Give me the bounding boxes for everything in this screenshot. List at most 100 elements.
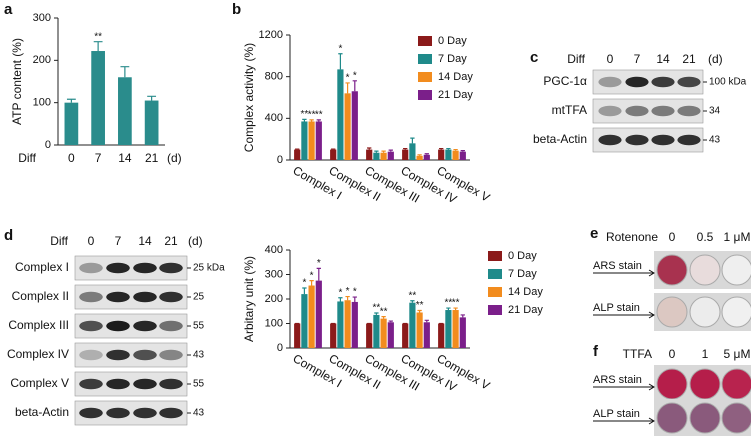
blot-band — [651, 105, 675, 117]
error-bar — [93, 41, 103, 52]
y-tick-label: 0 — [277, 154, 283, 166]
blot-band — [133, 349, 157, 361]
bar — [373, 314, 380, 348]
well — [689, 254, 721, 286]
blot-header: Diff — [50, 234, 68, 248]
blot-row-label: PGC-1α — [543, 74, 587, 88]
bar — [387, 322, 394, 348]
error-bar — [374, 150, 379, 153]
legend-swatch — [488, 305, 502, 315]
error-bar — [381, 150, 386, 153]
blot-band — [133, 378, 157, 390]
blot-header: 14 — [656, 52, 670, 66]
y-tick-label: 400 — [265, 112, 283, 124]
x-axis-unit: (d) — [167, 151, 182, 165]
well — [689, 296, 721, 328]
blot-header: (d) — [708, 52, 723, 66]
stain-header: Rotenone — [606, 230, 658, 244]
blot-row-label: Complex V — [10, 376, 69, 390]
panel-label: f — [593, 343, 599, 360]
y-tick-label: 100 — [265, 317, 283, 329]
error-bar — [453, 148, 458, 151]
error-bar — [309, 119, 314, 122]
significance: ** — [315, 110, 323, 121]
stain-header: 1 — [702, 347, 709, 361]
legend-swatch — [488, 251, 502, 261]
significance: ** — [301, 109, 309, 120]
error-bar — [352, 80, 357, 92]
significance: * — [338, 287, 342, 298]
significance: * — [317, 258, 321, 269]
error-bar — [446, 307, 451, 311]
y-tick-label: 0 — [277, 342, 283, 354]
y-tick-label: 0 — [45, 139, 51, 151]
error-bar — [439, 147, 444, 150]
y-tick-label: 300 — [265, 268, 283, 280]
bar — [337, 69, 344, 160]
error-bar — [338, 297, 343, 302]
y-tick-label: 100 — [33, 97, 51, 109]
bar — [64, 102, 79, 145]
well — [721, 296, 751, 328]
blot-marker: 43 — [193, 408, 205, 419]
bar — [438, 149, 445, 160]
legend-label: 7 Day — [508, 268, 537, 280]
blot-band — [133, 262, 157, 274]
blot-band — [106, 320, 130, 332]
error-bar — [352, 296, 357, 302]
bar — [330, 323, 337, 348]
arrow — [593, 269, 655, 277]
x-tick-label: 7 — [95, 151, 102, 165]
bar — [409, 302, 416, 348]
blot-band — [677, 134, 701, 146]
error-bar — [66, 98, 76, 103]
legend-label: 21 Day — [438, 89, 473, 101]
stain-header: TTFA — [623, 347, 652, 361]
bar — [118, 77, 132, 145]
bar — [344, 300, 351, 348]
error-bar — [316, 267, 321, 281]
legend-swatch — [418, 36, 432, 46]
significance: ** — [373, 303, 381, 314]
blot-band — [79, 407, 103, 419]
significance: * — [353, 70, 357, 81]
bar — [330, 149, 337, 160]
blot-row-label: beta-Actin — [533, 132, 587, 146]
blot-marker: 100 kDa — [709, 77, 747, 88]
blot-band — [159, 378, 183, 390]
legend-label: 0 Day — [438, 35, 467, 47]
bar — [91, 51, 105, 145]
blot-header: (d) — [188, 234, 203, 248]
blot-row-label: Complex II — [12, 289, 69, 303]
x-tick-label: 14 — [118, 151, 132, 165]
x-tick-label: 0 — [68, 151, 75, 165]
error-bar — [338, 53, 343, 70]
blot-band — [106, 291, 130, 303]
blot-header: 21 — [164, 234, 178, 248]
blot-band — [159, 349, 183, 361]
stain-row-label: ALP stain — [593, 302, 640, 314]
stain-header: 0.5 — [697, 230, 714, 244]
significance: ** — [380, 306, 388, 317]
panel-label: b — [232, 1, 241, 18]
error-bar — [417, 154, 422, 156]
error-bar — [367, 147, 372, 150]
blot-membrane — [74, 342, 188, 368]
blot-band — [79, 320, 103, 332]
blot-band — [598, 105, 622, 117]
blot-marker: 43 — [193, 350, 205, 361]
bar — [445, 310, 452, 348]
panel-label: e — [590, 225, 598, 242]
y-tick-label: 200 — [33, 54, 51, 66]
bar — [416, 312, 423, 348]
significance: ** — [445, 298, 453, 309]
x-axis-label: Diff — [18, 151, 36, 165]
blot-band — [651, 134, 675, 146]
blot-header: 0 — [88, 234, 95, 248]
y-tick-label: 1200 — [259, 29, 283, 41]
blot-marker: 25 kDa — [193, 263, 225, 274]
error-bar — [381, 316, 386, 319]
legend-swatch — [488, 269, 502, 279]
blot-marker: 55 — [193, 379, 205, 390]
